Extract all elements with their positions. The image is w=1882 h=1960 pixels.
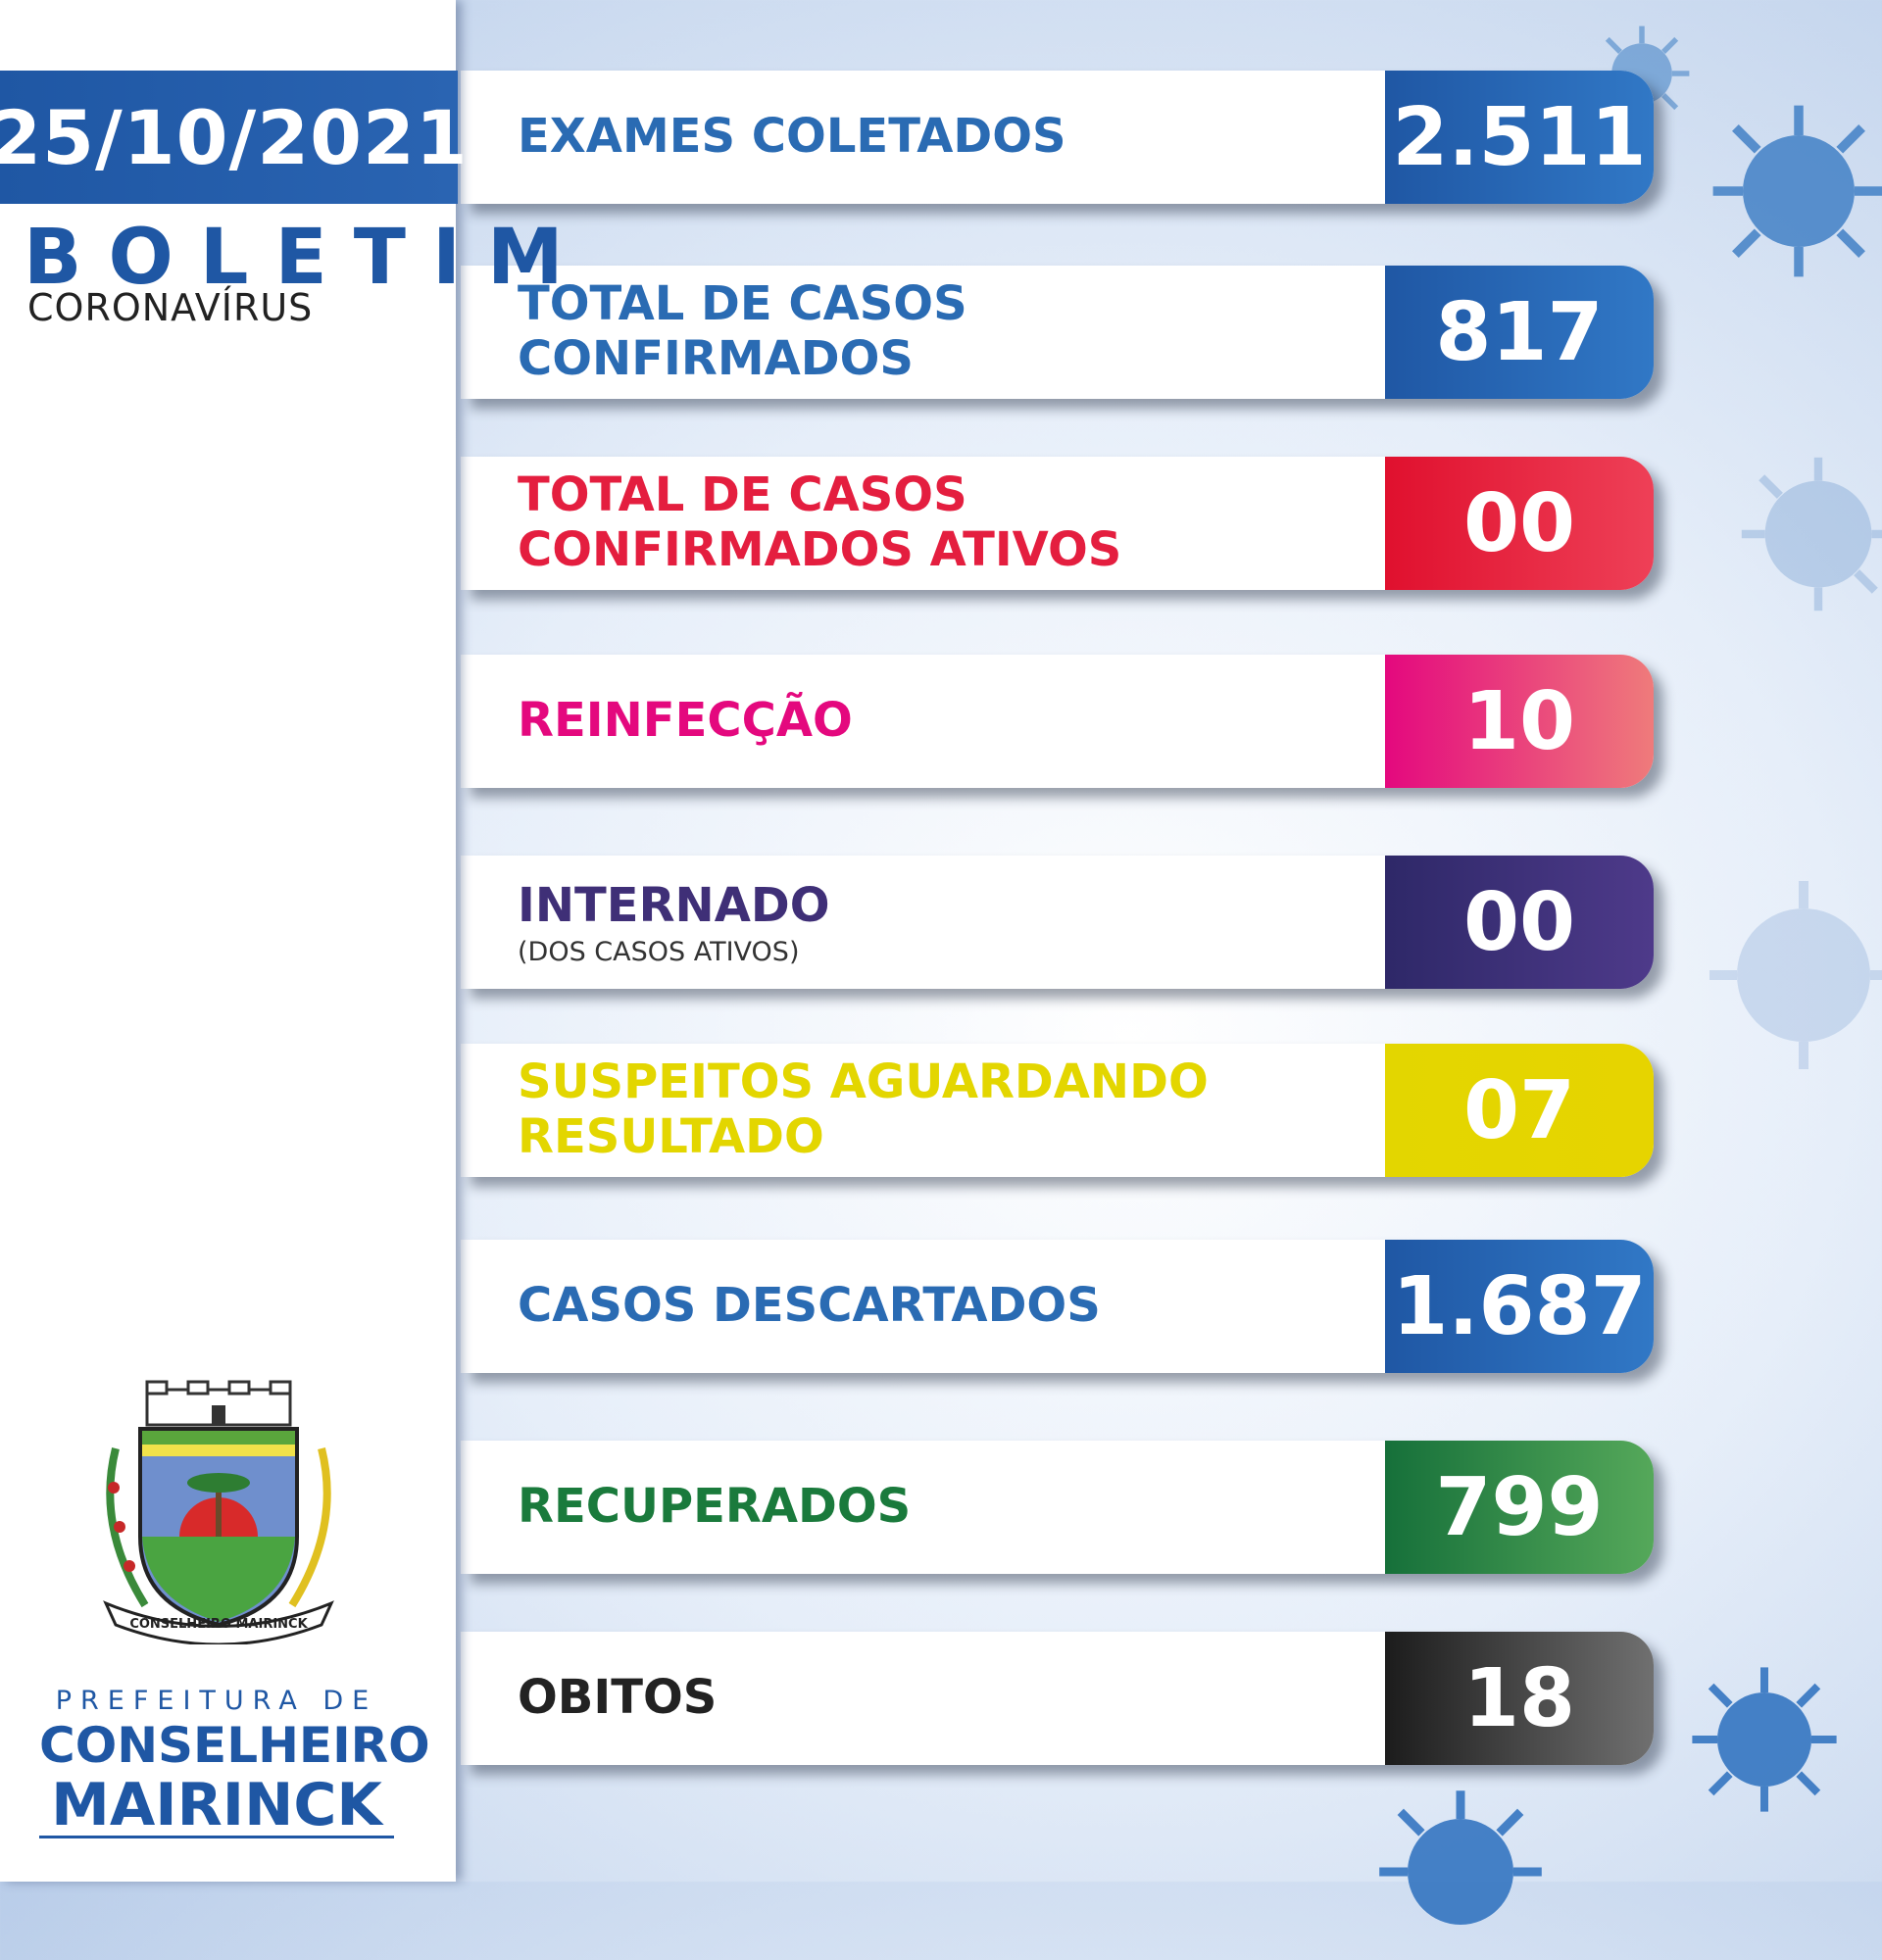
- virus-icon: [1741, 457, 1882, 612]
- stat-label: EXAMES COLETADOS: [518, 109, 1066, 165]
- stat-value: 799: [1385, 1441, 1654, 1574]
- virus-icon: [1692, 1667, 1837, 1812]
- stat-row-internado: INTERNADO (DOS CASOS ATIVOS) 00: [461, 856, 1654, 989]
- stat-label: SUSPEITOS AGUARDANDO RESULTADO: [518, 1054, 1209, 1164]
- stat-value: 10: [1385, 655, 1654, 788]
- city-name-line1: CONSELHEIRO: [39, 1717, 430, 1774]
- stat-label: TOTAL DE CASOS CONFIRMADOS ATIVOS: [518, 467, 1122, 577]
- stat-row-reinfeccao: REINFECÇÃO 10: [461, 655, 1654, 788]
- virus-icon: [1709, 881, 1882, 1069]
- city-name-line2: MAIRINCK: [51, 1771, 382, 1839]
- stat-label: OBITOS: [518, 1670, 718, 1726]
- stat-row-suspeitos: SUSPEITOS AGUARDANDO RESULTADO 07: [461, 1044, 1654, 1177]
- prefeitura-label: PREFEITURA DE: [55, 1686, 378, 1716]
- stat-row-obitos: OBITOS 18: [461, 1632, 1654, 1765]
- stat-value: 817: [1385, 266, 1654, 399]
- bulletin-date: 25/10/2021: [0, 71, 468, 204]
- stat-row-total-casos-confirmados: TOTAL DE CASOS CONFIRMADOS 817: [461, 266, 1654, 399]
- bulletin-title: BOLETIM: [24, 214, 590, 302]
- stat-label: RECUPERADOS: [518, 1479, 912, 1535]
- stat-row-recuperados: RECUPERADOS 799: [461, 1441, 1654, 1574]
- stat-value: 18: [1385, 1632, 1654, 1765]
- stat-label: CASOS DESCARTADOS: [518, 1278, 1101, 1334]
- sidebar: 25/10/2021 BOLETIM CORONAVÍRUS CONSELHEI…: [0, 0, 564, 1882]
- virus-icon: [1712, 105, 1882, 277]
- city-crest-icon: CONSELHEIRO MAIRINCK: [103, 1380, 334, 1644]
- stat-value: 1.687: [1385, 1240, 1654, 1373]
- stat-label: REINFECÇÃO: [518, 693, 853, 749]
- stat-value: 07: [1385, 1044, 1654, 1177]
- stat-sublabel: (DOS CASOS ATIVOS): [518, 937, 800, 968]
- crest-ribbon-text: CONSELHEIRO MAIRINCK: [129, 1617, 308, 1632]
- virus-icon: [1379, 1790, 1542, 1925]
- stat-row-casos-ativos: TOTAL DE CASOS CONFIRMADOS ATIVOS 00: [461, 457, 1654, 590]
- stat-label: INTERNADO (DOS CASOS ATIVOS): [518, 856, 1351, 989]
- city-underline: [39, 1836, 394, 1838]
- stat-value: 00: [1385, 856, 1654, 989]
- bulletin-subtitle: CORONAVÍRUS: [27, 286, 314, 329]
- stat-label: TOTAL DE CASOS CONFIRMADOS: [518, 276, 967, 386]
- stat-row-exames-coletados: EXAMES COLETADOS 2.511: [461, 71, 1654, 204]
- stat-value: 2.511: [1385, 71, 1654, 204]
- stat-value: 00: [1385, 457, 1654, 590]
- stat-row-casos-descartados: CASOS DESCARTADOS 1.687: [461, 1240, 1654, 1373]
